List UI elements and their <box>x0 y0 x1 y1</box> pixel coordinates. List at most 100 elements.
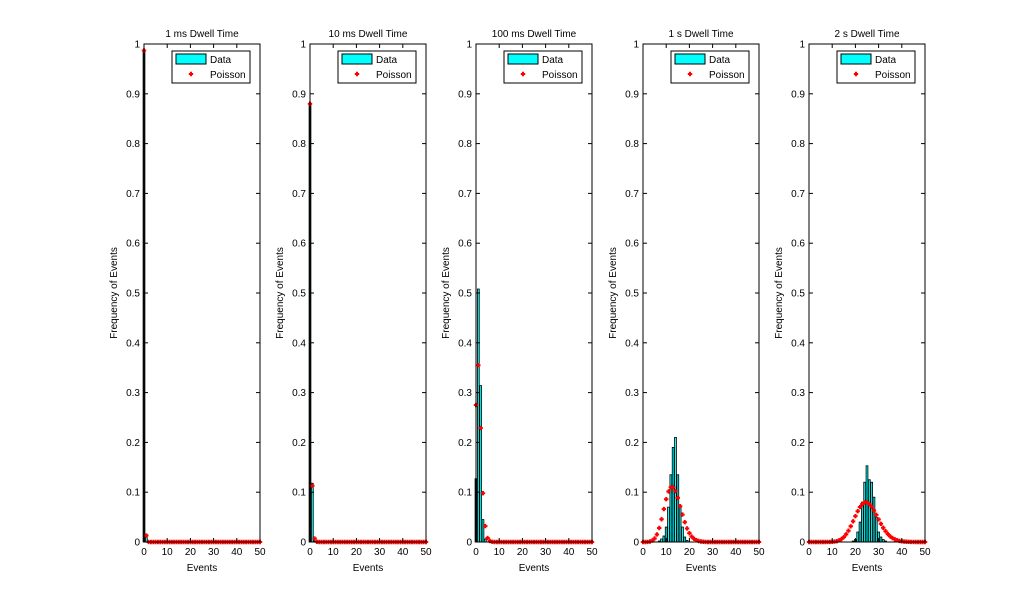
data-bar <box>861 501 864 543</box>
legend-label-poisson: Poisson <box>376 70 412 81</box>
x-tick-label: 10 <box>494 547 506 558</box>
poisson-point <box>841 534 846 540</box>
x-tick-label: 10 <box>328 547 340 558</box>
x-tick-label: 0 <box>307 547 313 558</box>
x-tick-label: 40 <box>231 547 243 558</box>
y-tick-label: 0.6 <box>458 239 472 250</box>
x-tick-label: 30 <box>707 547 719 558</box>
x-axis-label: Events <box>519 563 550 574</box>
subplot-title: 100 ms Dwell Time <box>492 29 577 40</box>
y-tick-label: 0 <box>134 538 140 549</box>
y-tick-label: 0 <box>799 538 805 549</box>
poisson-point <box>867 501 872 507</box>
poisson-point <box>687 530 692 536</box>
poisson-point <box>881 525 886 530</box>
x-axis-label: Events <box>686 563 717 574</box>
x-tick-label: 50 <box>753 547 765 558</box>
poisson-point <box>666 489 671 494</box>
y-tick-label: 0.8 <box>625 139 639 150</box>
y-tick-label: 0.1 <box>292 488 306 499</box>
y-tick-label: 0.6 <box>791 239 805 250</box>
y-tick-label: 0.2 <box>126 438 140 449</box>
data-bar <box>681 526 684 543</box>
poisson-point <box>855 509 860 514</box>
poisson-point <box>480 490 486 496</box>
poisson-point <box>843 532 849 537</box>
x-tick-label: 10 <box>827 547 839 558</box>
poisson-point <box>846 528 851 533</box>
legend-label-data: Data <box>376 55 398 66</box>
poisson-point <box>478 425 483 431</box>
x-tick-label: 30 <box>873 547 885 558</box>
poisson-point <box>684 526 690 531</box>
y-tick-label: 0.7 <box>458 189 472 200</box>
data-bar <box>669 474 673 543</box>
legend: Data Poisson <box>670 50 750 84</box>
y-tick-label: 0.5 <box>458 289 472 300</box>
y-tick-label: 0 <box>300 538 306 549</box>
poisson-point <box>885 531 891 537</box>
poisson-point <box>878 521 884 526</box>
poisson-point <box>680 512 685 517</box>
y-tick-label: 0.6 <box>126 239 140 250</box>
x-tick-label: 30 <box>374 547 386 558</box>
y-tick-label: 0.7 <box>625 189 639 200</box>
legend-swatch-data <box>674 53 706 65</box>
y-tick-label: 0.8 <box>791 139 805 150</box>
y-tick-label: 0.3 <box>126 388 140 399</box>
data-bar <box>481 519 485 543</box>
y-tick-label: 0.9 <box>292 89 306 100</box>
y-tick-label: 0.9 <box>791 89 805 100</box>
poisson-point <box>661 506 667 512</box>
y-tick-label: 0.7 <box>126 189 140 200</box>
poisson-point <box>857 504 863 510</box>
poisson-point <box>312 536 317 541</box>
y-tick-label: 0.4 <box>126 338 140 349</box>
y-tick-label: 1 <box>633 40 639 51</box>
poisson-point <box>853 513 858 519</box>
legend-marker-poisson <box>354 71 360 77</box>
y-tick-label: 0.1 <box>458 488 472 499</box>
poisson-point <box>850 519 856 524</box>
poisson-point <box>652 536 657 541</box>
x-tick-label: 30 <box>208 547 220 558</box>
data-bar <box>678 506 682 543</box>
poisson-point <box>673 488 678 494</box>
y-tick-label: 1 <box>799 40 805 51</box>
legend-marker-poisson <box>520 71 526 77</box>
x-tick-label: 10 <box>661 547 673 558</box>
y-axis-label: Frequency of Events <box>275 247 286 339</box>
data-bar <box>683 536 687 543</box>
y-tick-label: 0.8 <box>126 139 140 150</box>
x-tick-label: 20 <box>850 547 862 558</box>
y-tick-label: 0.3 <box>458 388 472 399</box>
legend-label-data: Data <box>875 55 897 66</box>
data-bar <box>479 385 482 543</box>
axes-box <box>642 43 760 543</box>
legend-label-poisson: Poisson <box>709 70 745 81</box>
x-axis-label: Events <box>852 563 883 574</box>
axes-box <box>475 43 593 543</box>
y-tick-label: 0.3 <box>791 388 805 399</box>
y-tick-label: 0.4 <box>625 338 639 349</box>
data-bar <box>856 531 860 543</box>
axes-box <box>309 43 427 543</box>
y-tick-label: 0.1 <box>625 488 639 499</box>
x-tick-label: 50 <box>919 547 931 558</box>
y-tick-label: 0.2 <box>791 438 805 449</box>
legend: Data Poisson <box>171 50 251 84</box>
poisson-point <box>485 535 490 541</box>
legend-marker-poisson <box>853 71 859 77</box>
y-tick-label: 0.6 <box>625 239 639 250</box>
y-tick-label: 0.9 <box>458 89 472 100</box>
y-tick-label: 1 <box>300 40 306 51</box>
legend-label-data: Data <box>542 55 564 66</box>
x-axis-label: Events <box>187 563 218 574</box>
legend-box <box>836 50 916 84</box>
y-axis-label: Frequency of Events <box>109 247 120 339</box>
x-tick-label: 50 <box>420 547 432 558</box>
y-tick-label: 0.9 <box>625 89 639 100</box>
y-axis-label: Frequency of Events <box>774 247 785 339</box>
y-tick-label: 0.1 <box>791 488 805 499</box>
poisson-point <box>654 532 660 537</box>
